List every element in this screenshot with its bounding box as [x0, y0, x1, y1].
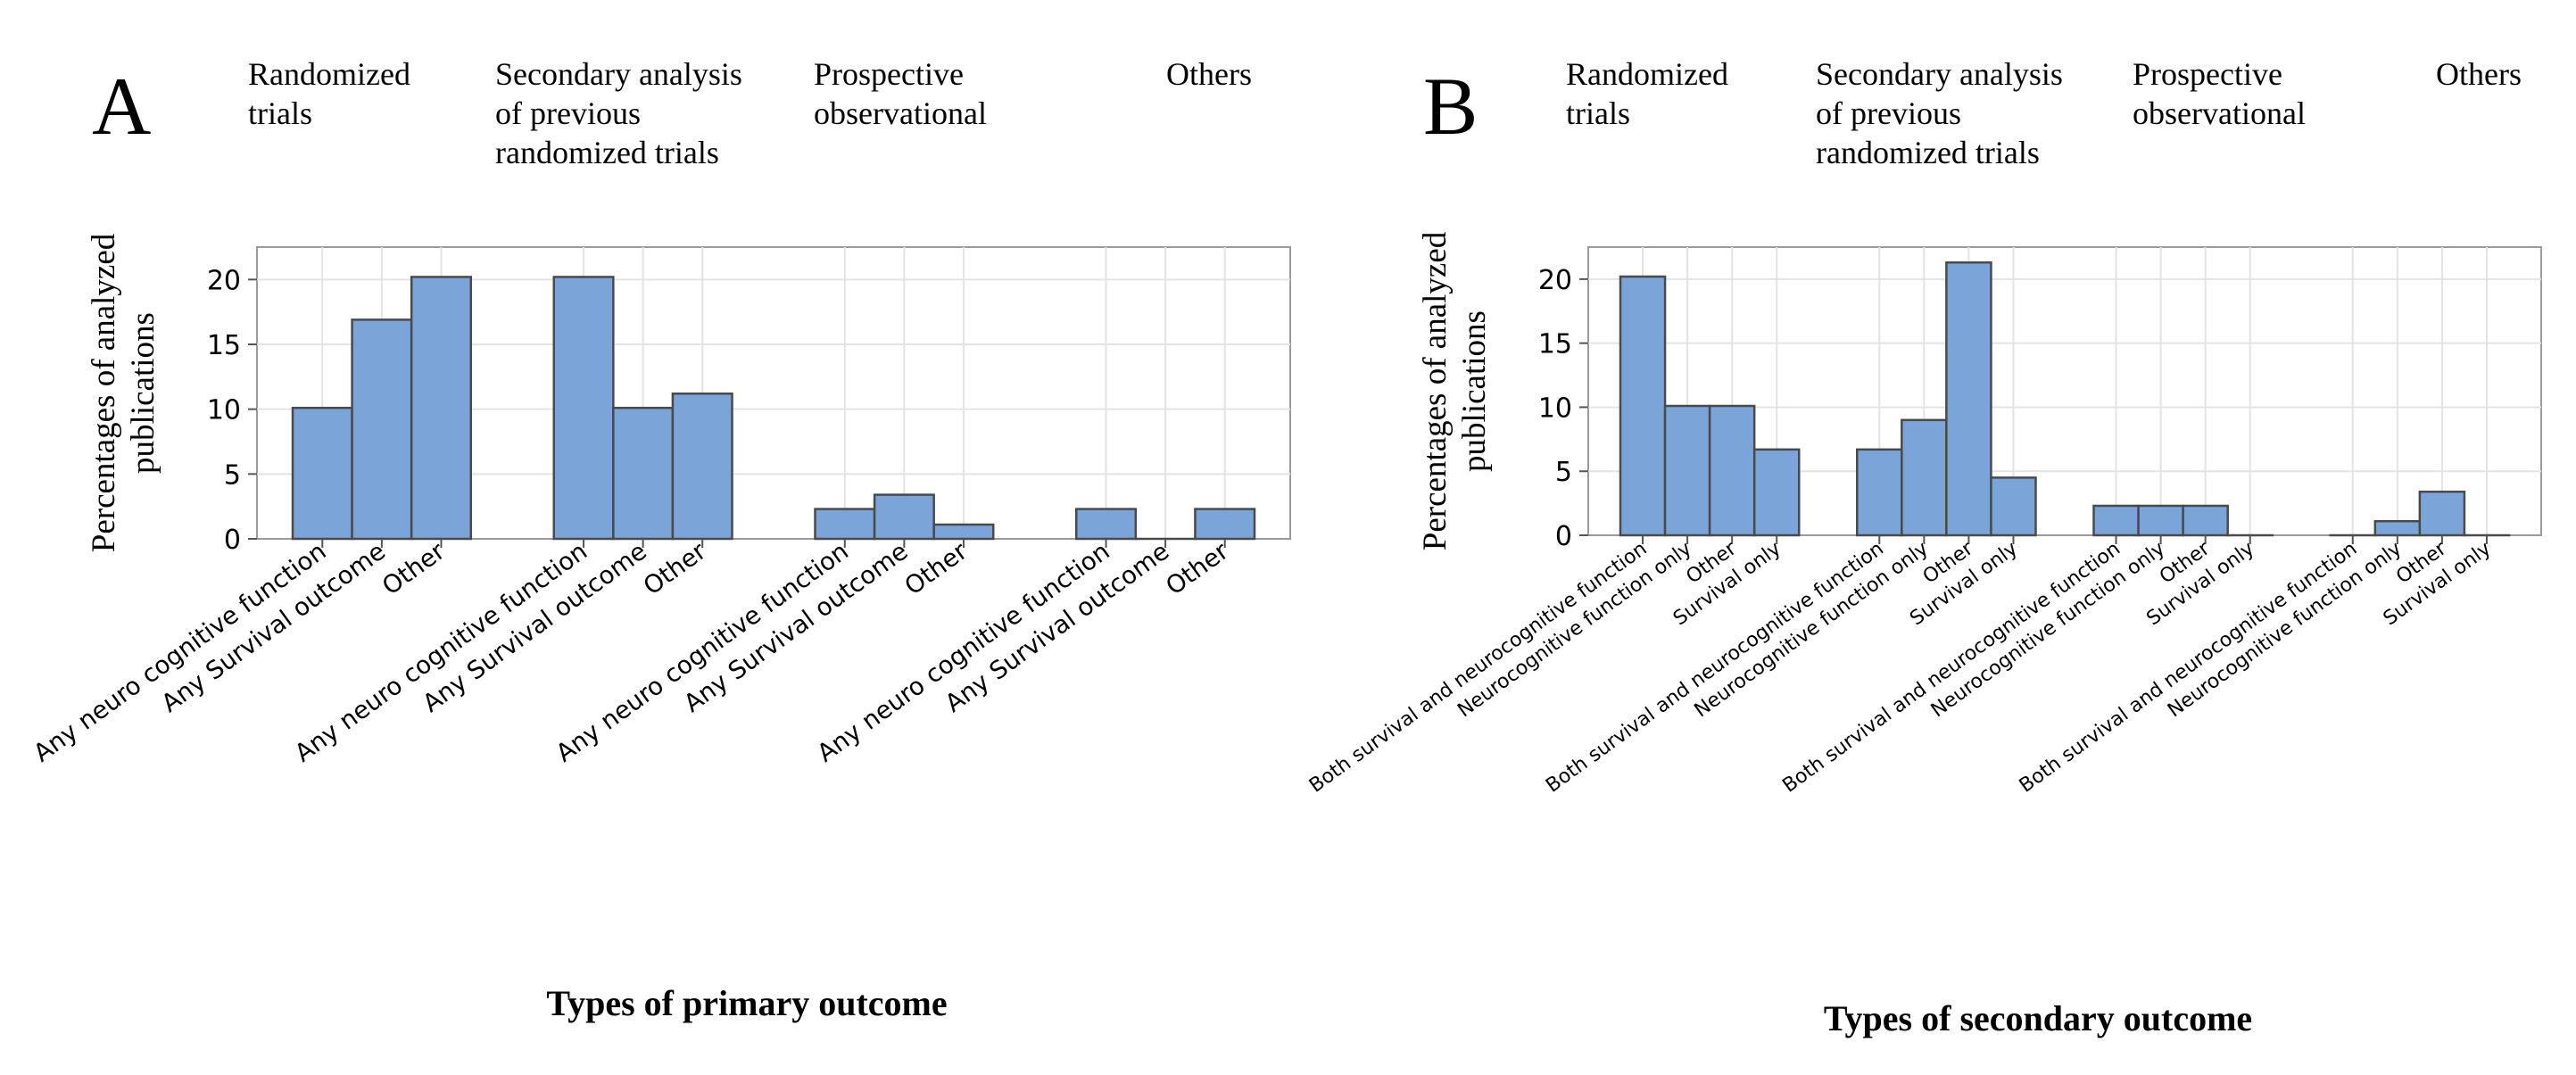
y-tick-label: 5: [1555, 457, 1572, 488]
group-header: Secondary analysis of previous randomized …: [1816, 56, 2063, 170]
x-tick-label: Any neuro cognitive function: [29, 537, 332, 768]
bar: [1901, 418, 1948, 537]
bar: [1663, 404, 1711, 537]
y-axis-label: Percentages of analyzedpublications: [1417, 231, 1493, 550]
bar: [873, 493, 935, 541]
y-tick-label: 20: [207, 265, 241, 296]
y-tick-label: 15: [1538, 329, 1572, 360]
bar: [814, 508, 876, 541]
bar: [1194, 508, 1256, 541]
x-axis-title: Types of secondary outcome: [1824, 998, 2252, 1038]
y-tick-label: 0: [1555, 521, 1572, 552]
bar: [552, 276, 615, 541]
panel-letter: B: [1423, 61, 1478, 152]
bar: [2418, 490, 2466, 537]
group-header: Others: [2436, 56, 2522, 92]
x-axis-title: Types of primary outcome: [546, 983, 947, 1023]
bar: [2092, 504, 2140, 537]
bar: [1856, 448, 1903, 537]
x-tick-label: Other: [377, 536, 451, 600]
y-tick-label: 20: [1538, 265, 1572, 296]
bar: [612, 406, 675, 541]
x-tick-label: Other: [899, 536, 973, 600]
bar: [1075, 508, 1138, 541]
group-header: Randomized trials: [248, 56, 410, 131]
bar: [1752, 448, 1801, 537]
group-header: Prospective observational: [814, 56, 987, 131]
bar: [291, 406, 353, 541]
y-tick-label: 15: [207, 330, 241, 361]
bar: [671, 392, 733, 541]
group-header: Secondary analysis of previous randomized …: [495, 56, 742, 170]
bar: [410, 276, 472, 541]
y-tick-label: 10: [207, 395, 241, 426]
bar: [1990, 476, 2037, 537]
y-axis-label: Percentages of analyzedpublications: [86, 233, 162, 552]
x-tick-label: Other: [638, 536, 712, 600]
panel-letter: A: [92, 61, 151, 152]
x-tick-label: Other: [1161, 536, 1235, 600]
bar: [1619, 275, 1667, 537]
y-tick-label: 0: [224, 525, 241, 556]
group-header: Others: [1166, 56, 1252, 92]
group-header: Randomized trials: [1566, 56, 1728, 131]
group-header: Prospective observational: [2133, 56, 2306, 131]
bar: [2137, 504, 2184, 537]
bar: [1708, 404, 1756, 537]
y-tick-label: 5: [224, 459, 241, 491]
bar: [2373, 519, 2422, 537]
bar: [932, 523, 995, 541]
y-tick-label: 10: [1538, 393, 1572, 424]
bar: [351, 318, 413, 541]
bar: [2182, 504, 2229, 537]
bar: [1945, 260, 1992, 537]
